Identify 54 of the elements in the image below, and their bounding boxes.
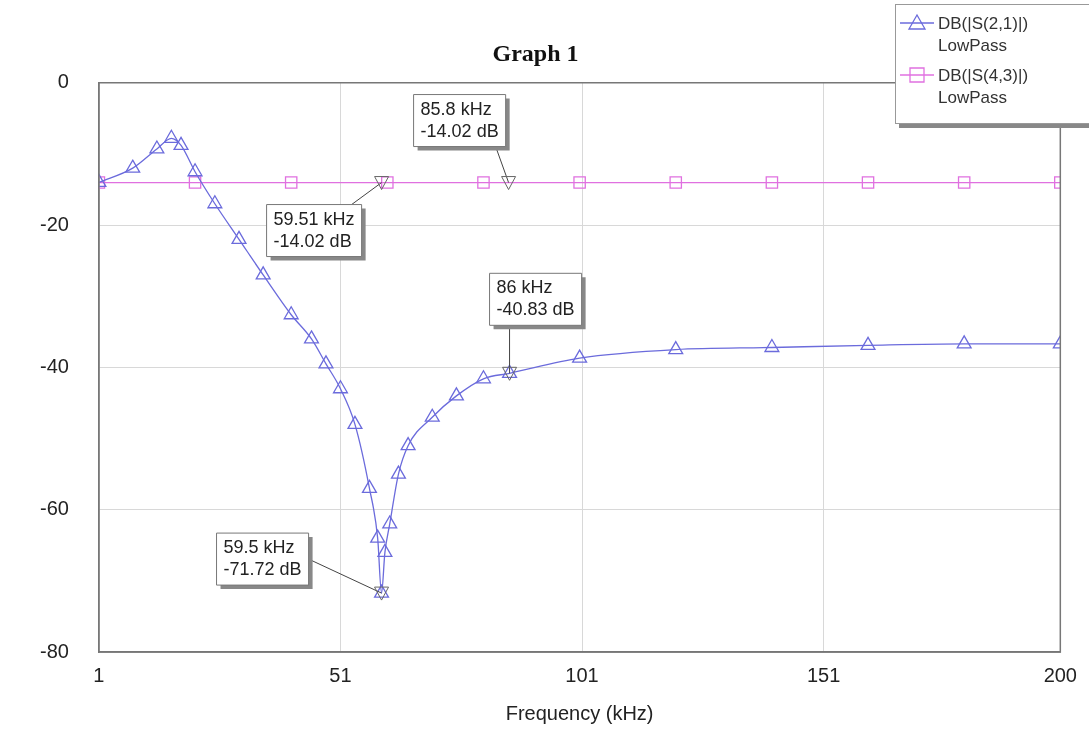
point: [764, 338, 780, 353]
chart-title: Graph 1: [492, 39, 579, 66]
point: [187, 163, 203, 177]
point: [231, 230, 247, 244]
point: [765, 176, 779, 189]
point: [188, 176, 202, 189]
point: [424, 408, 440, 422]
point: [361, 479, 378, 494]
point: [207, 195, 223, 209]
annotation: 86 kHz -40.83 dB: [496, 277, 575, 320]
x-tick-label: 101: [565, 663, 599, 686]
point: [861, 176, 875, 189]
legend-label: DB(|S(2,1)|) LowPass: [938, 13, 1029, 57]
point: [477, 176, 490, 189]
y-tick-label: -20: [40, 212, 69, 235]
point: [669, 176, 683, 189]
point: [381, 176, 394, 189]
point: [332, 380, 349, 394]
x-tick-label: 151: [806, 663, 841, 686]
point: [377, 543, 393, 558]
annotation: 85.8 kHz -14.02 dB: [420, 98, 499, 141]
point: [173, 136, 189, 151]
x-tick-label: 1: [93, 663, 105, 686]
annotation: 59.51 kHz -14.02 dB: [273, 208, 355, 251]
point: [475, 370, 492, 384]
point: [255, 266, 271, 280]
point: [283, 306, 299, 320]
annotation: 59.5 kHz -71.72 dB: [223, 537, 302, 580]
y-tick-label: 0: [57, 70, 69, 93]
point: [382, 515, 398, 529]
point: [956, 335, 972, 349]
point: [318, 355, 334, 369]
y-tick-label: -40: [40, 354, 69, 377]
x-axis-title: Frequency (kHz): [505, 701, 654, 724]
point: [284, 176, 298, 189]
point: [400, 437, 416, 451]
point: [448, 387, 464, 401]
point: [370, 529, 386, 543]
point: [163, 129, 179, 143]
y-tick-label: -60: [40, 497, 69, 520]
legend-label: DB(|S(4,3)|) LowPass: [938, 65, 1029, 109]
point: [573, 176, 586, 189]
x-tick-label: 200: [1043, 663, 1077, 686]
point: [125, 159, 141, 173]
y-tick-label: -80: [40, 639, 69, 662]
x-tick-label: 51: [329, 663, 352, 686]
point: [572, 349, 588, 363]
point: [149, 140, 165, 154]
point: [860, 336, 876, 350]
point: [303, 330, 320, 344]
point: [347, 415, 363, 429]
point: [957, 176, 971, 189]
point: [668, 340, 684, 355]
point: [390, 465, 407, 479]
